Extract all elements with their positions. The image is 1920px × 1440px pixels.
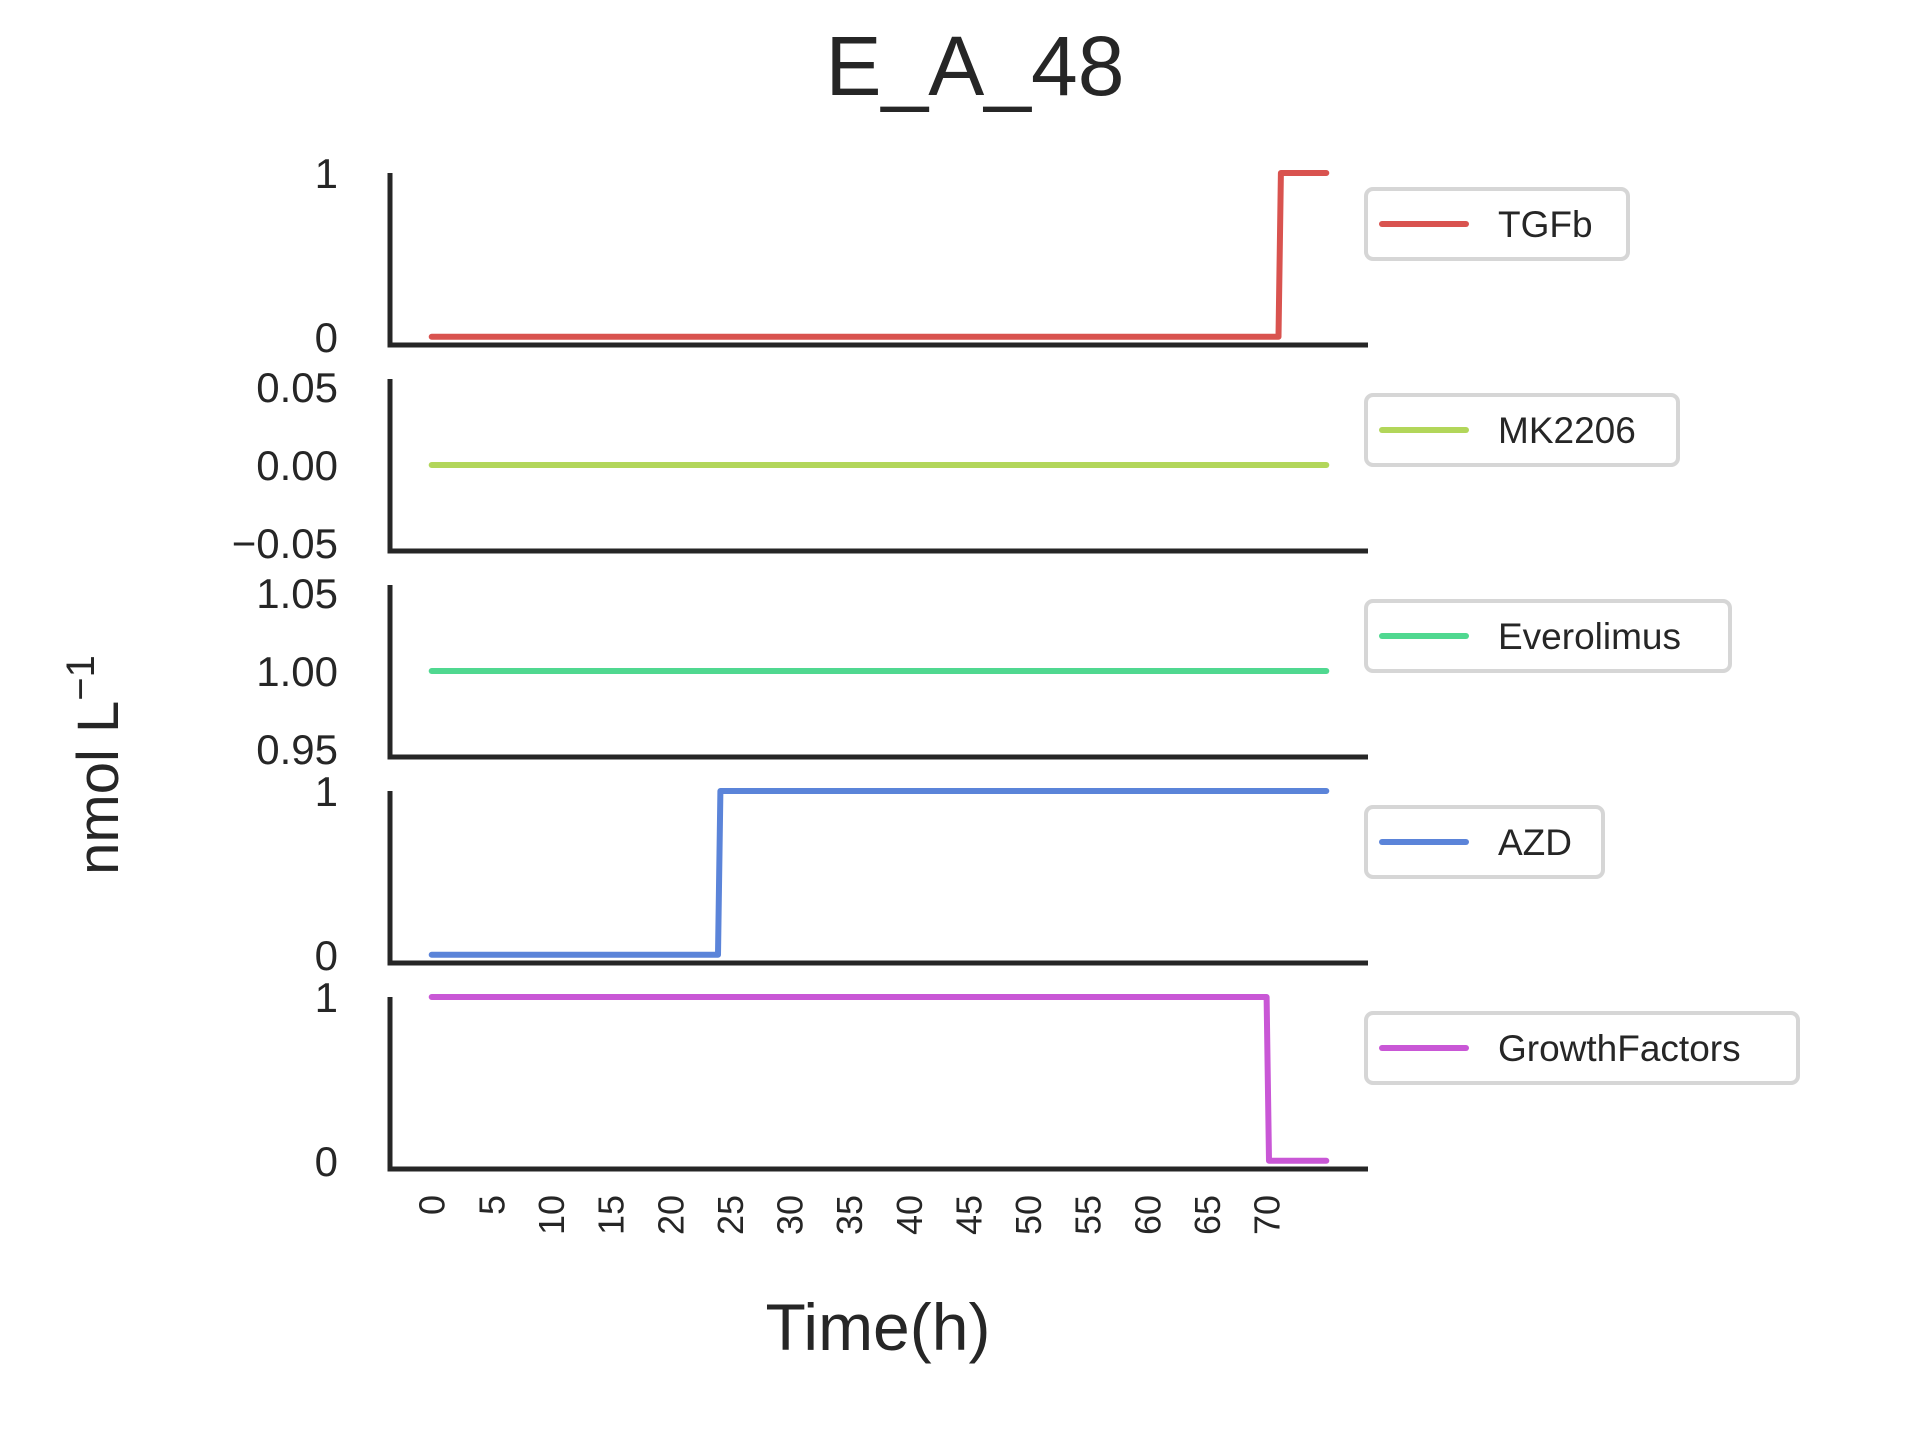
y-tick-label: −0.05 — [232, 520, 338, 567]
x-tick-label: 30 — [770, 1195, 811, 1235]
x-tick-label: 50 — [1008, 1195, 1049, 1235]
axis-spine — [387, 173, 1368, 348]
x-tick-label: 25 — [710, 1195, 751, 1235]
legend-label: Everolimus — [1498, 616, 1681, 657]
legend-box — [1364, 393, 1680, 467]
series-line-growthfactors — [428, 994, 1330, 1164]
series-line-tgfb — [428, 170, 1330, 340]
legend-growthfactors: GrowthFactors — [1364, 1011, 1800, 1085]
x-tick-label: 15 — [591, 1195, 632, 1235]
legend-label: MK2206 — [1498, 410, 1636, 451]
y-tick-label: 1.05 — [256, 570, 338, 617]
y-tick-label: 0.05 — [256, 364, 338, 411]
y-tick-label: 0.00 — [256, 442, 338, 489]
y-tick-label: 1 — [315, 768, 338, 815]
legend-label: GrowthFactors — [1498, 1028, 1741, 1069]
y-axis-label-group: nmol L−1 — [59, 655, 131, 875]
x-tick-label: 70 — [1247, 1195, 1288, 1235]
x-tick-label: 40 — [889, 1195, 930, 1235]
x-tick-labels: 0 5 10 15 20 25 30 35 40 45 50 55 60 65 70 — [412, 1195, 1288, 1235]
panels: 01TGFb0.050.00−0.05MK22061.051.000.95Eve… — [232, 150, 1800, 1185]
axis-spine — [387, 791, 1368, 966]
x-tick-label: 45 — [949, 1195, 990, 1235]
x-tick-label: 60 — [1127, 1195, 1168, 1235]
panel-everolimus: 1.05 1.00 0.95 Everolimus — [256, 570, 1732, 773]
y-tick-label: 1.00 — [256, 648, 338, 695]
legend-box — [1364, 599, 1732, 673]
y-tick-label: 0 — [315, 314, 338, 361]
x-tick-label: 20 — [650, 1195, 691, 1235]
chart-title: E_A_48 — [826, 19, 1125, 113]
axis-spine — [387, 585, 1368, 760]
y-tick-label: 1 — [315, 974, 338, 1021]
axis-spine — [387, 997, 1368, 1172]
x-tick-label: 5 — [471, 1195, 512, 1215]
x-tick-label: 10 — [531, 1195, 572, 1235]
legend-tgfb: TGFb — [1364, 187, 1630, 261]
y-tick-label: 0 — [315, 1138, 338, 1185]
legend-azd: AZD — [1364, 805, 1605, 879]
y-axis-label-superscript: −1 — [59, 655, 103, 701]
series-line-azd — [428, 788, 1330, 958]
legend-box — [1364, 187, 1630, 261]
y-tick-label: 1 — [315, 150, 338, 197]
axis-spine — [387, 379, 1368, 554]
legend-label: AZD — [1498, 822, 1572, 863]
panel-mk2206: 0.05 0.00 −0.05 MK2206 — [232, 364, 1680, 567]
panel-azd: 1 0 AZD — [315, 768, 1605, 979]
y-tick-label: 0 — [315, 932, 338, 979]
legend-box — [1364, 805, 1605, 879]
legend-box — [1364, 1011, 1800, 1085]
x-tick-label: 65 — [1187, 1195, 1228, 1235]
x-axis-label: Time(h) — [766, 1290, 991, 1364]
legend-everolimus: Everolimus — [1364, 599, 1732, 673]
x-tick-label: 35 — [829, 1195, 870, 1235]
y-tick-label: 0.95 — [256, 726, 338, 773]
y-axis-label: nmol L−1 — [59, 655, 131, 875]
x-tick-label: 55 — [1068, 1195, 1109, 1235]
legend-label: TGFb — [1498, 204, 1593, 245]
y-axis-label-text: nmol L — [66, 701, 131, 875]
legend-mk2206: MK2206 — [1364, 393, 1680, 467]
x-tick-label: 0 — [412, 1195, 453, 1215]
panel-tgfb: 0 1 TGFb — [315, 150, 1630, 361]
panel-growthfactors: 1 0 GrowthFactors — [315, 974, 1800, 1185]
